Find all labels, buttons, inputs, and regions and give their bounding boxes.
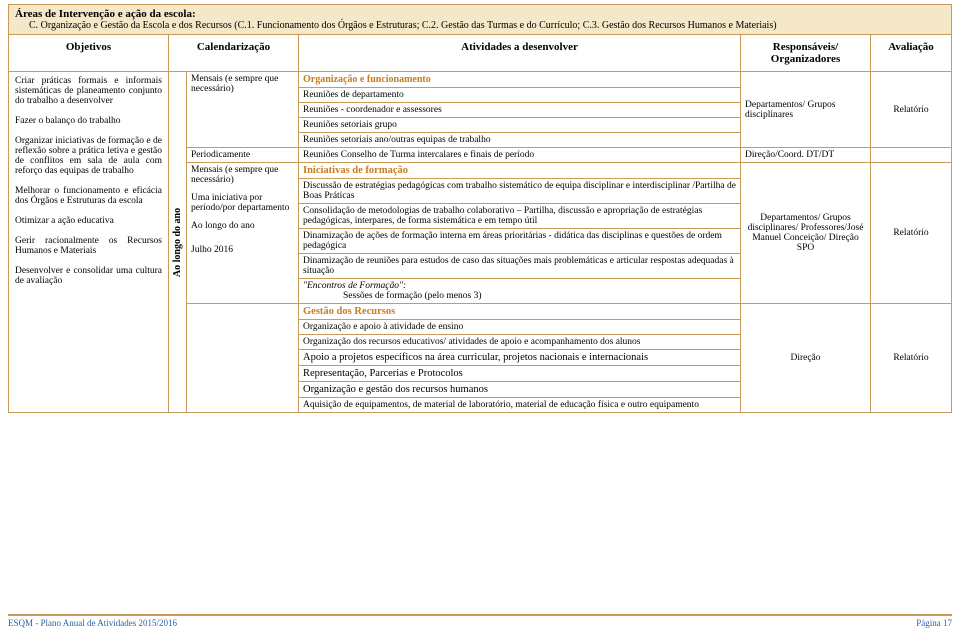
cell-text: Reuniões setoriais ano/outras equipas de… (299, 133, 740, 147)
cell-text: Organização e gestão dos recursos humano… (299, 382, 740, 398)
cell-text: Relatório (893, 353, 928, 363)
cell-text: Reuniões - coordenador e assessores (299, 103, 740, 118)
cell-text: Direção (790, 353, 820, 363)
col-avaliacao: Avaliação (871, 35, 951, 71)
cell-text: "Encontros de Formação": (303, 281, 406, 291)
cell-text: Reuniões de departamento (299, 88, 740, 103)
cell-text: Uma iniciativa por período/por departame… (191, 193, 294, 213)
col-calendarizacao: Calendarização (169, 35, 299, 71)
cell-act: Reuniões Conselho de Turma intercalares … (299, 148, 741, 162)
col-atividades: Atividades a desenvolver (299, 35, 741, 71)
footer-right: Página 17 (916, 618, 952, 628)
cell-text: Departamentos/ Grupos disciplinares/ Pro… (745, 213, 866, 253)
activities-rows: Mensais (e sempre que necessário) Organi… (187, 72, 951, 412)
cell-text: Relatório (893, 105, 928, 115)
section-heading: Gestão dos Recursos (299, 304, 740, 320)
column-headers: Objetivos Calendarização Atividades a de… (9, 35, 951, 72)
col-objetivos: Objetivos (9, 35, 169, 71)
section-heading: Iniciativas de formação (299, 163, 740, 179)
section-heading: Organização e funcionamento (299, 72, 740, 88)
objective-text: Fazer o balanço do trabalho (15, 116, 162, 126)
objective-text: Melhorar o funcionamento e eficácia dos … (15, 186, 162, 206)
cell-text: Ao longo do ano (191, 221, 294, 231)
cell-text: Organização dos recursos educativos/ ati… (299, 335, 740, 350)
table-row: Mensais (e sempre que necessário) Uma in… (187, 163, 951, 304)
cell-text: Representação, Parcerias e Protocolos (299, 366, 740, 382)
cell-text: Discussão de estratégias pedagógicas com… (299, 179, 740, 204)
table-row: Gestão dos Recursos Organização e apoio … (187, 304, 951, 412)
col-responsaveis: Responsáveis/ Organizadores (741, 35, 871, 71)
objective-text: Organizar iniciativas de formação e de r… (15, 136, 162, 176)
cell-text: Dinamização de reuniões para estudos de … (299, 254, 740, 279)
cell-text: Consolidação de metodologias de trabalho… (299, 204, 740, 229)
cell-act: Organização e funcionamento Reuniões de … (299, 72, 741, 147)
cell-text: Julho 2016 (191, 245, 294, 255)
vertical-label-cell: Ao longo do ano (169, 72, 187, 412)
cell-text: Departamentos/ Grupos disciplinares (745, 100, 866, 120)
cell-text: Dinamização de ações de formação interna… (299, 229, 740, 254)
header-subtitle: C. Organização e Gestão da Escola e dos … (29, 20, 945, 31)
objective-text: Criar práticas formais e informais siste… (15, 76, 162, 106)
header-title: Áreas de Intervenção e ação da escola: (15, 8, 945, 20)
table-row: Periodicamente Reuniões Conselho de Turm… (187, 148, 951, 163)
cell-text: Aquisição de equipamentos, de material d… (299, 398, 740, 412)
objective-text: Otimizar a ação educativa (15, 216, 162, 226)
cell-text: Organização e apoio à atividade de ensin… (299, 320, 740, 335)
table-row: Mensais (e sempre que necessário) Organi… (187, 72, 951, 148)
cell-resp: Direção/Coord. DT/DT (741, 148, 871, 162)
cell-text: Relatório (893, 228, 928, 238)
cell-text: Mensais (e sempre que necessário) (191, 74, 294, 94)
cell-aval: Relatório (871, 72, 951, 147)
cell-text: Apoio a projetos específicos na área cur… (299, 350, 740, 366)
cell-aval: Relatório (871, 304, 951, 412)
vertical-label: Ao longo do ano (172, 207, 183, 276)
cell-resp: Direção (741, 304, 871, 412)
page-footer: ESQM - Plano Anual de Atividades 2015/20… (8, 614, 952, 628)
cell-act: Gestão dos Recursos Organização e apoio … (299, 304, 741, 412)
cell-resp: Departamentos/ Grupos disciplinares/ Pro… (741, 163, 871, 303)
cell-cal: Periodicamente (187, 148, 299, 162)
footer-left: ESQM - Plano Anual de Atividades 2015/20… (8, 618, 177, 628)
objective-text: Gerir racionalmente os Recursos Humanos … (15, 236, 162, 256)
cell-text: Reuniões setoriais grupo (299, 118, 740, 133)
cell-aval: Relatório (871, 163, 951, 303)
plan-table: Áreas de Intervenção e ação da escola: C… (8, 4, 952, 413)
cell-text: Mensais (e sempre que necessário) (191, 165, 294, 185)
cell-act: Iniciativas de formação Discussão de est… (299, 163, 741, 303)
cell-text: Sessões de formação (pelo menos 3) (343, 291, 482, 301)
objectives-column: Criar práticas formais e informais siste… (9, 72, 169, 412)
cell-cal (187, 304, 299, 412)
cell-cal: Mensais (e sempre que necessário) Uma in… (187, 163, 299, 303)
objective-text: Desenvolver e consolidar uma cultura de … (15, 266, 162, 286)
cell-resp: Departamentos/ Grupos disciplinares (741, 72, 871, 147)
cell-aval (871, 148, 951, 162)
cell-cal: Mensais (e sempre que necessário) (187, 72, 299, 147)
header-area: Áreas de Intervenção e ação da escola: C… (9, 5, 951, 35)
